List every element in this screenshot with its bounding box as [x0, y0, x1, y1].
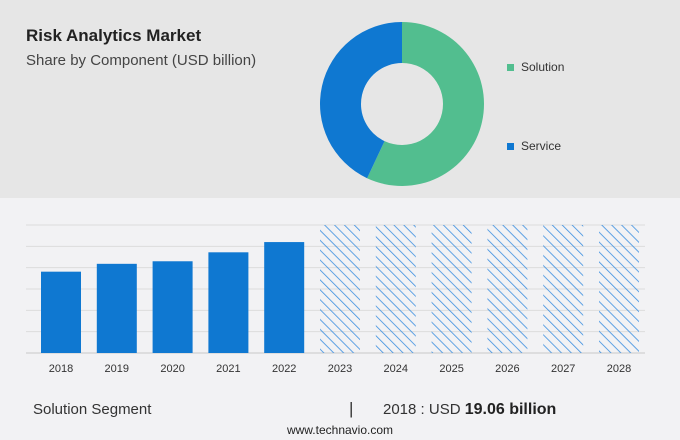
forecast-bar-2028: [599, 225, 639, 353]
x-tick-label: 2024: [384, 363, 408, 375]
bar-2021: [208, 252, 249, 353]
x-tick-label: 2021: [216, 363, 240, 375]
value-bold: 19.06 billion: [464, 401, 557, 418]
x-tick-label: 2018: [49, 363, 73, 375]
x-tick-label: 2027: [551, 363, 575, 375]
bar-2020: [152, 261, 193, 353]
x-tick-label: 2019: [105, 363, 129, 375]
segment-value: 2018 : USD 19.06 billion: [383, 401, 556, 419]
legend-swatch: [507, 142, 514, 150]
donut-slice-service: [320, 22, 402, 179]
x-tick-label: 2026: [495, 363, 519, 375]
chart-subtitle: Share by Component (USD billion): [26, 52, 257, 69]
year-label: 2018 : USD: [383, 401, 465, 418]
bar-2018: [41, 271, 81, 353]
source-link[interactable]: www.technavio.com: [286, 423, 394, 437]
separator: |: [349, 399, 354, 418]
legend-swatch: [507, 63, 514, 71]
segment-label: Solution Segment: [33, 401, 152, 418]
chart-title: Risk Analytics Market: [26, 26, 202, 45]
x-tick-label: 2028: [607, 363, 631, 375]
x-tick-label: 2023: [328, 363, 352, 375]
legend-label: Solution: [521, 60, 565, 74]
donut-slice-solution: [367, 21, 484, 186]
forecast-bar-2026: [487, 225, 528, 353]
forecast-bar-2023: [320, 225, 360, 353]
legend-label: Service: [521, 139, 562, 153]
bar-2022: [264, 242, 305, 353]
x-tick-label: 2020: [160, 363, 184, 375]
legend-solution: Solution: [507, 60, 564, 74]
forecast-bar-2025: [431, 225, 472, 353]
forecast-bar-2024: [375, 225, 416, 353]
legend-service: Service: [507, 139, 561, 153]
x-tick-label: 2025: [439, 363, 463, 375]
x-tick-label: 2022: [272, 363, 296, 375]
bar-2019: [96, 263, 137, 353]
forecast-bar-2027: [543, 225, 584, 353]
